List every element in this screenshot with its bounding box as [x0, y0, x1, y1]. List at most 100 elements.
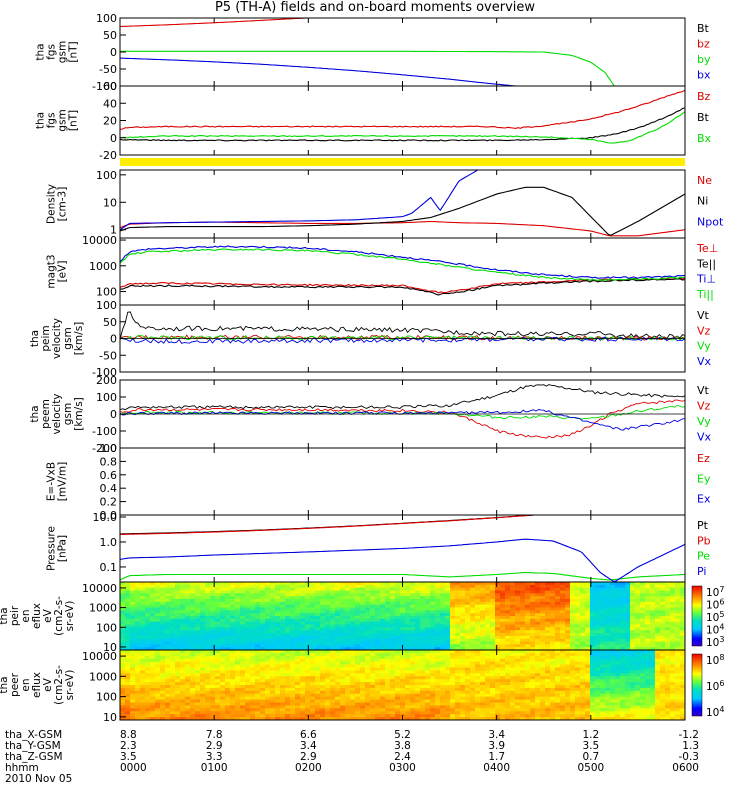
- heat-cell: [405, 638, 411, 642]
- heat-cell: [530, 630, 536, 634]
- heat-cell: [380, 647, 386, 651]
- heat-cell: [435, 593, 441, 597]
- heat-cell: [530, 607, 536, 611]
- heat-cell: [400, 601, 406, 606]
- heat-cell: [150, 633, 156, 637]
- heat-cell: [380, 661, 386, 665]
- heat-cell: [190, 685, 196, 689]
- heat-cell: [245, 679, 251, 683]
- heat-cell: [350, 621, 356, 625]
- heat-cell: [455, 621, 461, 625]
- heat-cell: [680, 618, 686, 623]
- heat-cell: [335, 667, 341, 671]
- heat-cell: [135, 641, 141, 645]
- heat-cell: [220, 627, 226, 631]
- heat-cell: [535, 584, 541, 589]
- heat-cell: [315, 635, 321, 640]
- heat-cell: [325, 582, 331, 586]
- heat-cell: [185, 599, 191, 603]
- heat-cell: [175, 690, 181, 695]
- heat-cell: [205, 635, 211, 640]
- heat-cell: [425, 658, 431, 663]
- heat-cell: [195, 705, 201, 709]
- heat-cell: [590, 635, 596, 640]
- heat-cell: [440, 650, 446, 654]
- heat-cell: [380, 630, 386, 634]
- heat-cell: [150, 685, 156, 689]
- heat-cell: [135, 696, 141, 700]
- heat-cell: [575, 613, 581, 617]
- heat-cell: [200, 641, 206, 645]
- heat-cell: [195, 652, 201, 657]
- heat-cell: [415, 638, 421, 642]
- heat-cell: [305, 658, 311, 663]
- heat-cell: [160, 627, 166, 631]
- heat-cell: [345, 708, 351, 712]
- heat-cell: [260, 613, 266, 617]
- heat-cell: [380, 593, 386, 597]
- heat-cell: [385, 661, 391, 665]
- heat-cell: [540, 584, 546, 589]
- heat-cell: [580, 641, 586, 645]
- heat-cell: [385, 658, 391, 663]
- heat-cell: [245, 582, 251, 586]
- heat-cell: [210, 604, 216, 608]
- heat-cell: [515, 641, 521, 645]
- heat-cell: [265, 633, 271, 637]
- heat-cell: [415, 635, 421, 640]
- heat-cell: [535, 647, 541, 651]
- heat-cell: [205, 610, 211, 614]
- heat-cell: [385, 679, 391, 683]
- heat-cell: [215, 610, 221, 614]
- heat-cell: [225, 676, 231, 680]
- heat-cell: [385, 655, 391, 660]
- heat-cell: [415, 687, 421, 692]
- heat-cell: [190, 661, 196, 665]
- heat-cell: [205, 652, 211, 657]
- heat-cell: [420, 717, 426, 721]
- heat-cell: [470, 638, 476, 642]
- heat-cell: [295, 652, 301, 657]
- heat-cell: [140, 687, 146, 692]
- heat-cell: [430, 607, 436, 611]
- heat-cell: [575, 618, 581, 623]
- heat-cell: [315, 618, 321, 623]
- heat-cell: [125, 667, 131, 671]
- heat-cell: [220, 682, 226, 686]
- heat-cell: [255, 644, 261, 648]
- heat-cell: [390, 690, 396, 695]
- heat-cell: [505, 658, 511, 663]
- heat-cell: [630, 633, 636, 637]
- heat-cell: [470, 644, 476, 648]
- heat-cell: [355, 682, 361, 686]
- heat-cell: [215, 714, 221, 718]
- heat-cell: [540, 621, 546, 625]
- heat-cell: [510, 687, 516, 692]
- heat-cell: [510, 582, 516, 586]
- heat-cell: [345, 638, 351, 642]
- heat-cell: [500, 627, 506, 631]
- heat-cell: [550, 596, 556, 600]
- heat-cell: [190, 667, 196, 671]
- legend-entry: Vt: [697, 309, 710, 322]
- heat-cell: [430, 699, 436, 703]
- heat-cell: [655, 613, 661, 617]
- heat-cell: [610, 644, 616, 648]
- heat-cell: [515, 633, 521, 637]
- heat-cell: [465, 618, 471, 623]
- heat-cell: [520, 633, 526, 637]
- heat-cell: [270, 714, 276, 718]
- heat-cell: [130, 650, 136, 654]
- heat-cell: [205, 584, 211, 589]
- heat-cell: [250, 618, 256, 623]
- heat-cell: [665, 613, 671, 617]
- heat-cell: [445, 607, 451, 611]
- heat-cell: [585, 633, 591, 637]
- heat-cell: [525, 676, 531, 680]
- heat-cell: [175, 661, 181, 665]
- heat-cell: [255, 690, 261, 695]
- heat-cell: [125, 590, 131, 594]
- heat-cell: [390, 679, 396, 683]
- heat-cell: [485, 621, 491, 625]
- heat-cell: [230, 702, 236, 706]
